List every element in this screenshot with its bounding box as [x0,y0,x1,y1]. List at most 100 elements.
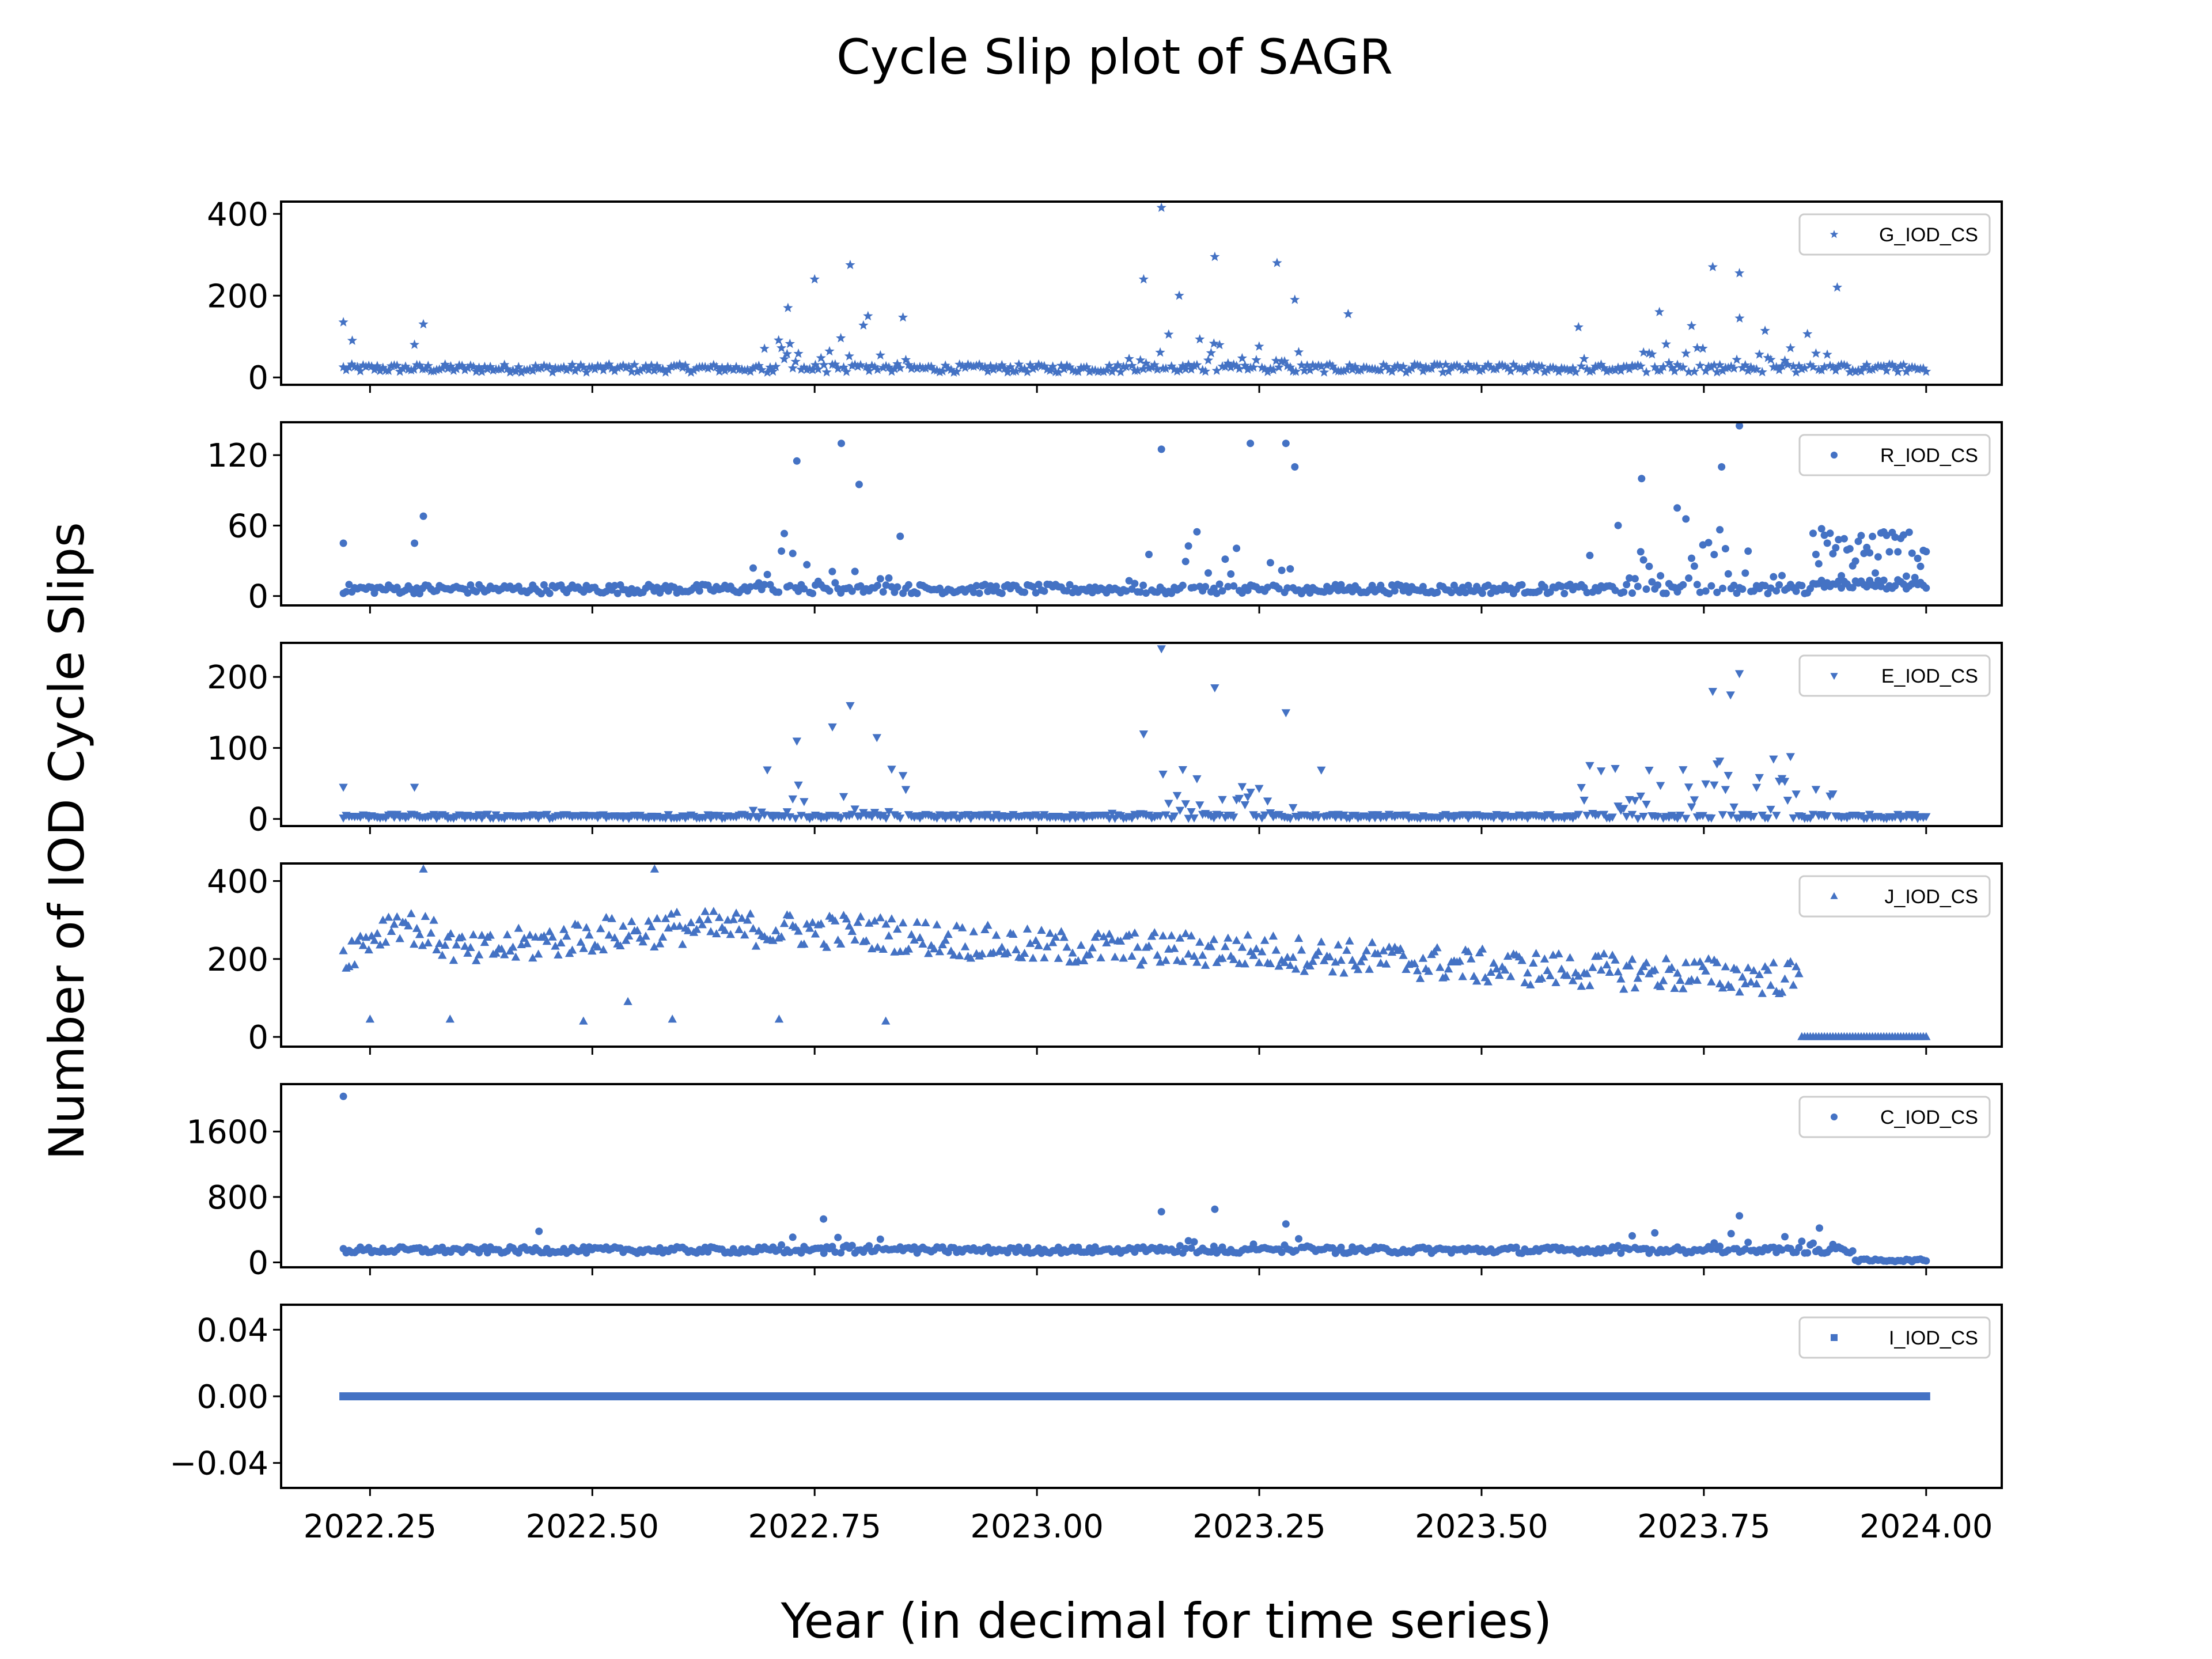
data-point [1246,789,1255,797]
data-point [1218,587,1226,595]
data-point [910,1243,918,1251]
data-point [900,354,911,365]
data-point [855,359,866,370]
data-point [1172,791,1182,800]
data-point [1223,358,1233,368]
data-point [1517,363,1527,373]
data-point [1891,582,1899,590]
data-point [1435,963,1445,971]
data-point [629,359,640,369]
data-point [1687,975,1696,983]
data-point [881,815,891,823]
data-point [820,1249,828,1257]
data-point [749,564,757,572]
data-point [1679,766,1688,775]
data-point [1699,541,1707,549]
data-point [1190,1238,1198,1246]
legend-marker [1830,892,1838,899]
data-point [998,589,1006,597]
data-point [821,367,832,377]
data-point [1005,362,1016,372]
data-point [1689,366,1700,376]
data-point [1681,348,1691,358]
data-point [1815,560,1823,568]
data-point [670,584,678,591]
data-point [848,1241,856,1249]
data-point [1613,967,1623,976]
data-point [678,940,687,948]
data-point [1464,947,1473,956]
data-point [1898,359,1909,369]
data-point [937,366,948,376]
data-point [1161,811,1171,820]
plot-frame [280,421,2003,607]
data-point [421,912,430,921]
data-point [471,956,481,964]
data-point [831,916,840,925]
data-point [1548,362,1558,372]
data-point [836,939,846,948]
data-point [579,944,588,952]
data-point [1065,957,1074,966]
data-point [788,795,797,804]
data-point [1633,815,1643,823]
data-point [1112,359,1123,370]
data-point [1874,553,1882,561]
data-point [1593,361,1604,371]
data-point [1707,977,1716,986]
data-point [949,367,959,377]
data-point [511,952,521,961]
data-point [1433,588,1441,596]
data-point [1164,800,1173,808]
data-point [1777,987,1787,996]
data-point [1268,365,1278,374]
data-point [797,1249,805,1257]
data-point [1209,338,1219,348]
data-point [841,366,852,376]
data-point [1271,945,1281,954]
data-point [1627,810,1637,819]
data-point [376,940,385,949]
data-point [876,913,885,922]
data-point [834,1233,842,1241]
data-point [463,948,472,957]
data-point [1726,691,1735,700]
data-point [1028,363,1038,373]
data-point [1745,362,1756,372]
data-point [717,362,728,372]
data-point [1771,362,1782,372]
data-point [658,932,668,941]
data-point [392,360,402,370]
data-point [1755,774,1764,782]
data-point [347,359,357,369]
data-point [1752,979,1762,988]
data-point [1402,965,1411,974]
data-point [1161,363,1171,373]
data-point [1283,952,1292,961]
data-point [1339,968,1349,977]
data-point [1638,347,1649,357]
data-point [1642,958,1651,967]
data-point [1051,933,1060,941]
data-point [1139,581,1147,589]
data-point [1522,362,1533,372]
data-point [884,362,894,372]
data-point [918,940,927,948]
data-point [573,363,583,373]
data-point [1502,363,1513,373]
data-point [794,781,803,790]
data-point [1628,589,1636,597]
data-point [482,363,493,374]
data-point [1334,586,1342,594]
data-point [1666,362,1677,372]
data-point [1751,364,1762,374]
data-point [1707,1245,1715,1253]
data-point [426,928,435,937]
data-point [839,793,849,801]
data-point [1684,783,1694,792]
data-point [1257,362,1267,372]
data-point [1896,361,1906,370]
data-point [1829,550,1837,558]
data-point [1874,577,1882,585]
data-point [1218,953,1227,962]
